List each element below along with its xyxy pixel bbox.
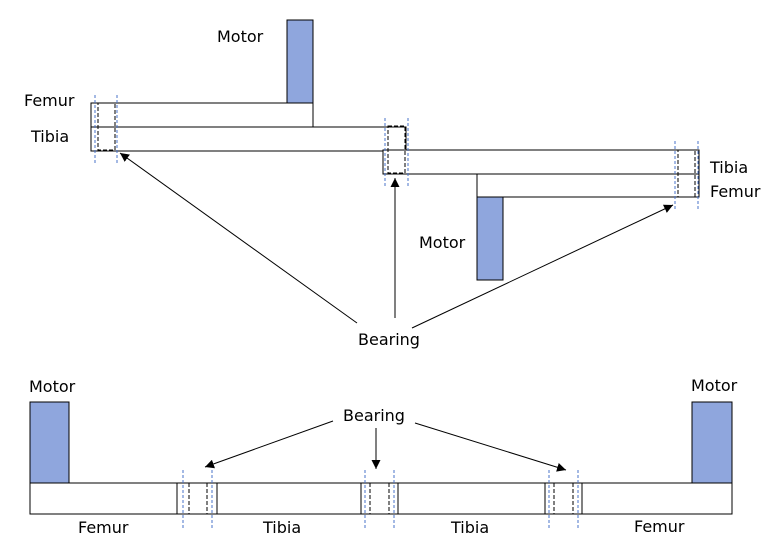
bearing-left-box	[97, 102, 116, 151]
bottom-left-motor-block	[29, 401, 70, 484]
bottom-bearing-arrow-left	[204, 420, 334, 469]
lower-femur-link	[476, 173, 700, 198]
tibia-left-label: Tibia	[30, 127, 69, 146]
bearing-arrow-right	[411, 204, 674, 329]
bearing-right-box	[677, 149, 696, 198]
upper-motor-block	[286, 19, 314, 104]
femur-right-label: Femur	[710, 182, 761, 201]
upper-femur-link	[90, 102, 314, 128]
bottom-link-bar	[29, 482, 733, 515]
bearing-middle-box	[387, 125, 406, 174]
segment-label-femur-right: Femur	[634, 517, 685, 536]
top-bearing-guides	[94, 95, 699, 211]
bottom-right-motor-label: Motor	[691, 376, 738, 395]
bearing-label-bottom: Bearing	[343, 406, 405, 425]
bottom-diagram: Motor Motor Bearing Femur Tibia Tibia Fe…	[29, 376, 738, 537]
bottom-segment-dividers	[176, 483, 583, 514]
bearing-arrow-left	[119, 152, 358, 324]
lower-motor-label: Motor	[419, 233, 466, 252]
bottom-bearings	[188, 483, 574, 514]
bottom-right-motor-block	[691, 401, 733, 484]
upper-tibia-link	[90, 126, 407, 152]
bearing-label-top: Bearing	[358, 330, 420, 349]
top-diagram: Motor Femur Tibia Tibia Femur Motor Bear…	[24, 19, 761, 349]
bottom-left-motor-label: Motor	[29, 377, 76, 396]
segment-label-tibia-right: Tibia	[450, 518, 489, 537]
lower-tibia-link	[382, 149, 700, 175]
bottom-bearing-arrow-right	[414, 422, 567, 472]
bottom-bearing-guides	[182, 470, 579, 530]
femur-left-label: Femur	[24, 91, 75, 110]
upper-motor-label: Motor	[217, 27, 264, 46]
segment-label-tibia-left: Tibia	[262, 518, 301, 537]
lower-motor-block	[476, 196, 504, 281]
tibia-right-label: Tibia	[709, 158, 748, 177]
segment-label-femur-left: Femur	[78, 518, 129, 537]
